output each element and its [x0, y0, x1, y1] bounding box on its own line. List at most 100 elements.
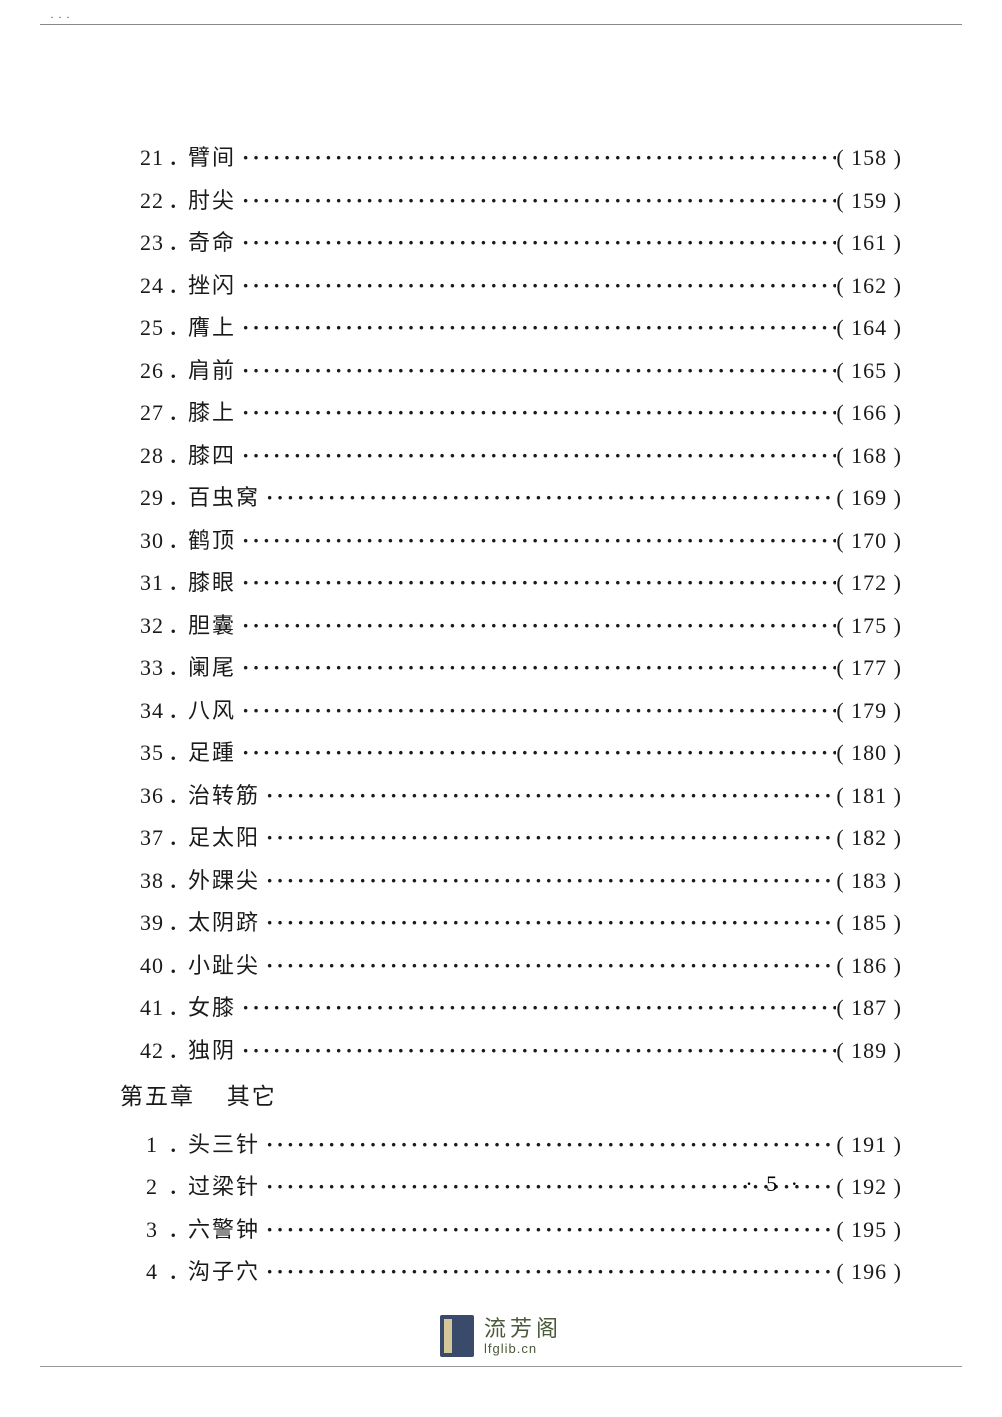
footer-logo: 流芳阁 lfglib.cn [440, 1315, 562, 1357]
entry-page: ( 181 ) [836, 783, 902, 809]
entry-dots: ········································… [236, 1038, 836, 1064]
entry-separator: ． [168, 310, 188, 342]
entry-title: 足太阳 [188, 820, 260, 852]
entry-page: ( 177 ) [836, 655, 902, 681]
entry-dots: ········································… [260, 1132, 836, 1158]
entry-title: 奇命 [188, 225, 236, 257]
entry-separator: ． [168, 863, 188, 895]
toc-entry: 30．鹤顶···································… [100, 523, 902, 551]
entry-number: 36 [100, 783, 168, 809]
entry-number: 35 [100, 740, 168, 766]
bottom-border [40, 1366, 962, 1367]
entry-number: 34 [100, 698, 168, 724]
entry-number: 27 [100, 400, 168, 426]
top-mark: ··· [50, 10, 74, 25]
entry-page: ( 170 ) [836, 528, 902, 554]
entry-title: 挫闪 [188, 268, 236, 300]
entry-number: 39 [100, 910, 168, 936]
entry-dots: ········································… [236, 570, 836, 596]
chapter-title: 其它 [227, 1084, 277, 1109]
entry-page: ( 164 ) [836, 315, 902, 341]
entry-number: 40 [100, 953, 168, 979]
entry-dots: ········································… [260, 953, 836, 979]
entry-page: ( 169 ) [836, 485, 902, 511]
entry-separator: ． [168, 778, 188, 810]
entry-title: 女膝 [188, 990, 236, 1022]
entry-number: 21 [100, 145, 168, 171]
toc-entry: 3．六警钟···································… [100, 1212, 902, 1240]
entry-page: ( 195 ) [836, 1217, 902, 1243]
entry-number: 33 [100, 655, 168, 681]
entry-page: ( 196 ) [836, 1259, 902, 1285]
toc-entry: 31．膝眼···································… [100, 565, 902, 593]
toc-entry: 1．头三针···································… [100, 1127, 902, 1155]
entry-page: ( 180 ) [836, 740, 902, 766]
entry-separator: ． [168, 990, 188, 1022]
toc-entry: 36．治转筋··································… [100, 778, 902, 806]
chapter-heading: 第五章 其它 [120, 1077, 902, 1111]
entry-separator: ． [168, 948, 188, 980]
entry-dots: ········································… [236, 315, 836, 341]
entry-separator: ． [168, 268, 188, 300]
entry-page: ( 186 ) [836, 953, 902, 979]
entry-dots: ········································… [236, 273, 836, 299]
toc-entry: 24．挫闪···································… [100, 268, 902, 296]
entry-title: 臂间 [188, 140, 236, 172]
entry-title: 百虫窝 [188, 480, 260, 512]
toc-entry: 29．百虫窝··································… [100, 480, 902, 508]
entry-page: ( 189 ) [836, 1038, 902, 1064]
toc-entry: 28．膝四···································… [100, 438, 902, 466]
entry-title: 太阴跻 [188, 905, 260, 937]
page-number: · 5 · [745, 1171, 802, 1197]
entry-dots: ········································… [260, 1259, 836, 1285]
entry-page: ( 172 ) [836, 570, 902, 596]
entry-title: 小趾尖 [188, 948, 260, 980]
toc-entry: 21．臂间···································… [100, 140, 902, 168]
entry-page: ( 165 ) [836, 358, 902, 384]
entry-page: ( 182 ) [836, 825, 902, 851]
entry-number: 28 [100, 443, 168, 469]
entry-number: 3 [100, 1217, 168, 1243]
toc-entry: 35．足踵···································… [100, 735, 902, 763]
entry-number: 26 [100, 358, 168, 384]
entry-title: 沟子穴 [188, 1254, 260, 1286]
entry-separator: ． [168, 820, 188, 852]
entry-page: ( 168 ) [836, 443, 902, 469]
entry-page: ( 166 ) [836, 400, 902, 426]
entry-title: 治转筋 [188, 778, 260, 810]
entry-dots: ········································… [236, 443, 836, 469]
entry-page: ( 162 ) [836, 273, 902, 299]
toc-entry: 40．小趾尖··································… [100, 948, 902, 976]
logo-url: lfglib.cn [484, 1342, 562, 1355]
entry-title: 外踝尖 [188, 863, 260, 895]
entry-page: ( 183 ) [836, 868, 902, 894]
toc-entry: 32．胆囊···································… [100, 608, 902, 636]
toc-entry: 34．八风···································… [100, 693, 902, 721]
entry-page: ( 158 ) [836, 145, 902, 171]
entry-number: 2 [100, 1174, 168, 1200]
entry-separator: ． [168, 565, 188, 597]
entry-number: 22 [100, 188, 168, 214]
entry-separator: ． [168, 523, 188, 555]
entry-number: 37 [100, 825, 168, 851]
entry-dots: ········································… [236, 698, 836, 724]
entry-title: 鹤顶 [188, 523, 236, 555]
page-container: ··· 21．臂间·······························… [0, 0, 1002, 1417]
entry-number: 4 [100, 1259, 168, 1285]
entry-number: 41 [100, 995, 168, 1021]
entry-separator: ． [168, 438, 188, 470]
entry-title: 六警钟 [188, 1212, 260, 1244]
entry-number: 32 [100, 613, 168, 639]
entry-dots: ········································… [236, 400, 836, 426]
entry-number: 29 [100, 485, 168, 511]
entry-separator: ． [168, 608, 188, 640]
entry-dots: ········································… [236, 188, 836, 214]
entry-title: 膝四 [188, 438, 236, 470]
entry-title: 过梁针 [188, 1169, 260, 1201]
entry-dots: ········································… [260, 910, 836, 936]
toc-entry: 25．膺上···································… [100, 310, 902, 338]
entry-page: ( 185 ) [836, 910, 902, 936]
entry-page: ( 159 ) [836, 188, 902, 214]
entry-number: 24 [100, 273, 168, 299]
entry-dots: ········································… [236, 528, 836, 554]
